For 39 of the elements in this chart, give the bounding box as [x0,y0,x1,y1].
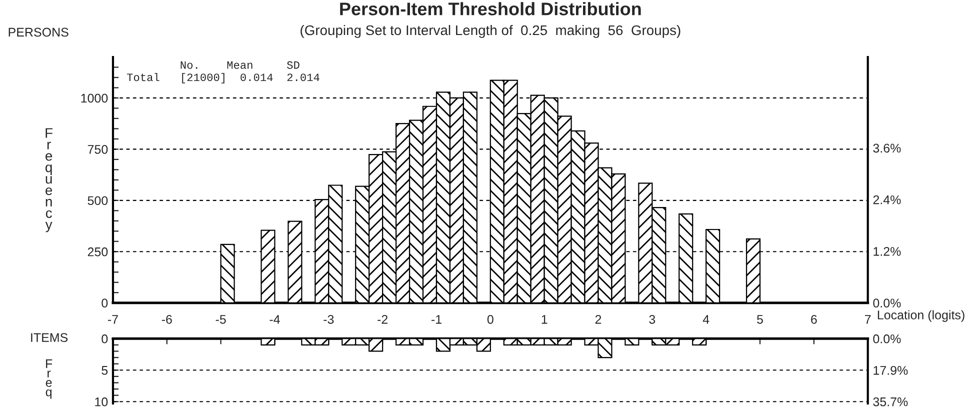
chart-title: Person-Item Threshold Distribution [340,2,641,16]
y-tick-label: 500 [88,196,108,206]
y2-tick-label: 2.4% [873,195,901,204]
y2-tick-label: 1.2% [874,247,901,256]
text: ITEMS [31,333,68,342]
x-tick-label: -1 [431,315,442,324]
y2-tick-label: 0.0% [873,334,901,344]
y-tick-label: 750 [88,144,108,154]
x-tick-label: 2 [595,314,602,324]
y2-tick-label: 17.9% [874,366,908,375]
x-tick-label: 3 [649,314,656,324]
x-tick-label: 7 [865,315,871,324]
x-tick-label: -6 [162,314,172,324]
x-tick-label: 1 [542,315,548,324]
x-tick-label: -4 [270,315,280,324]
x-tick-label: -5 [216,315,226,324]
y-tick-label: 0 [102,298,108,308]
annotation: Total [21000] 0.014 2.014 [126,72,320,84]
x-tick-label: 6 [811,314,817,324]
y2-tick-label: 35.7% [873,397,908,406]
y-tick-label: 10 [95,397,108,406]
y-tick-label: 1000 [81,94,108,103]
y2-tick-label: 3.6% [873,144,901,153]
x-tick-label: 4 [702,315,710,324]
text: PERSONS [8,28,68,37]
x-tick-label: -7 [108,315,118,324]
y-tick-label: 250 [88,247,108,256]
y-axis-title: Freq [46,359,52,399]
x-tick-label: -2 [378,314,388,324]
x-tick-label: 5 [757,315,763,324]
annotation: No. Mean SD [180,61,300,69]
x-tick-label: 0 [487,314,494,324]
x-tick-label: -3 [324,314,334,324]
y2-tick-label: 0.0% [873,298,901,308]
y-tick-label: 0 [102,334,108,344]
chart-subtitle: (Grouping Set to Interval Length of 0.25 making 56 Groups) [300,24,680,38]
y-tick-label: 5 [102,366,108,375]
x-axis-title: Location (logits) [878,310,964,322]
text: Frequency [45,128,53,232]
